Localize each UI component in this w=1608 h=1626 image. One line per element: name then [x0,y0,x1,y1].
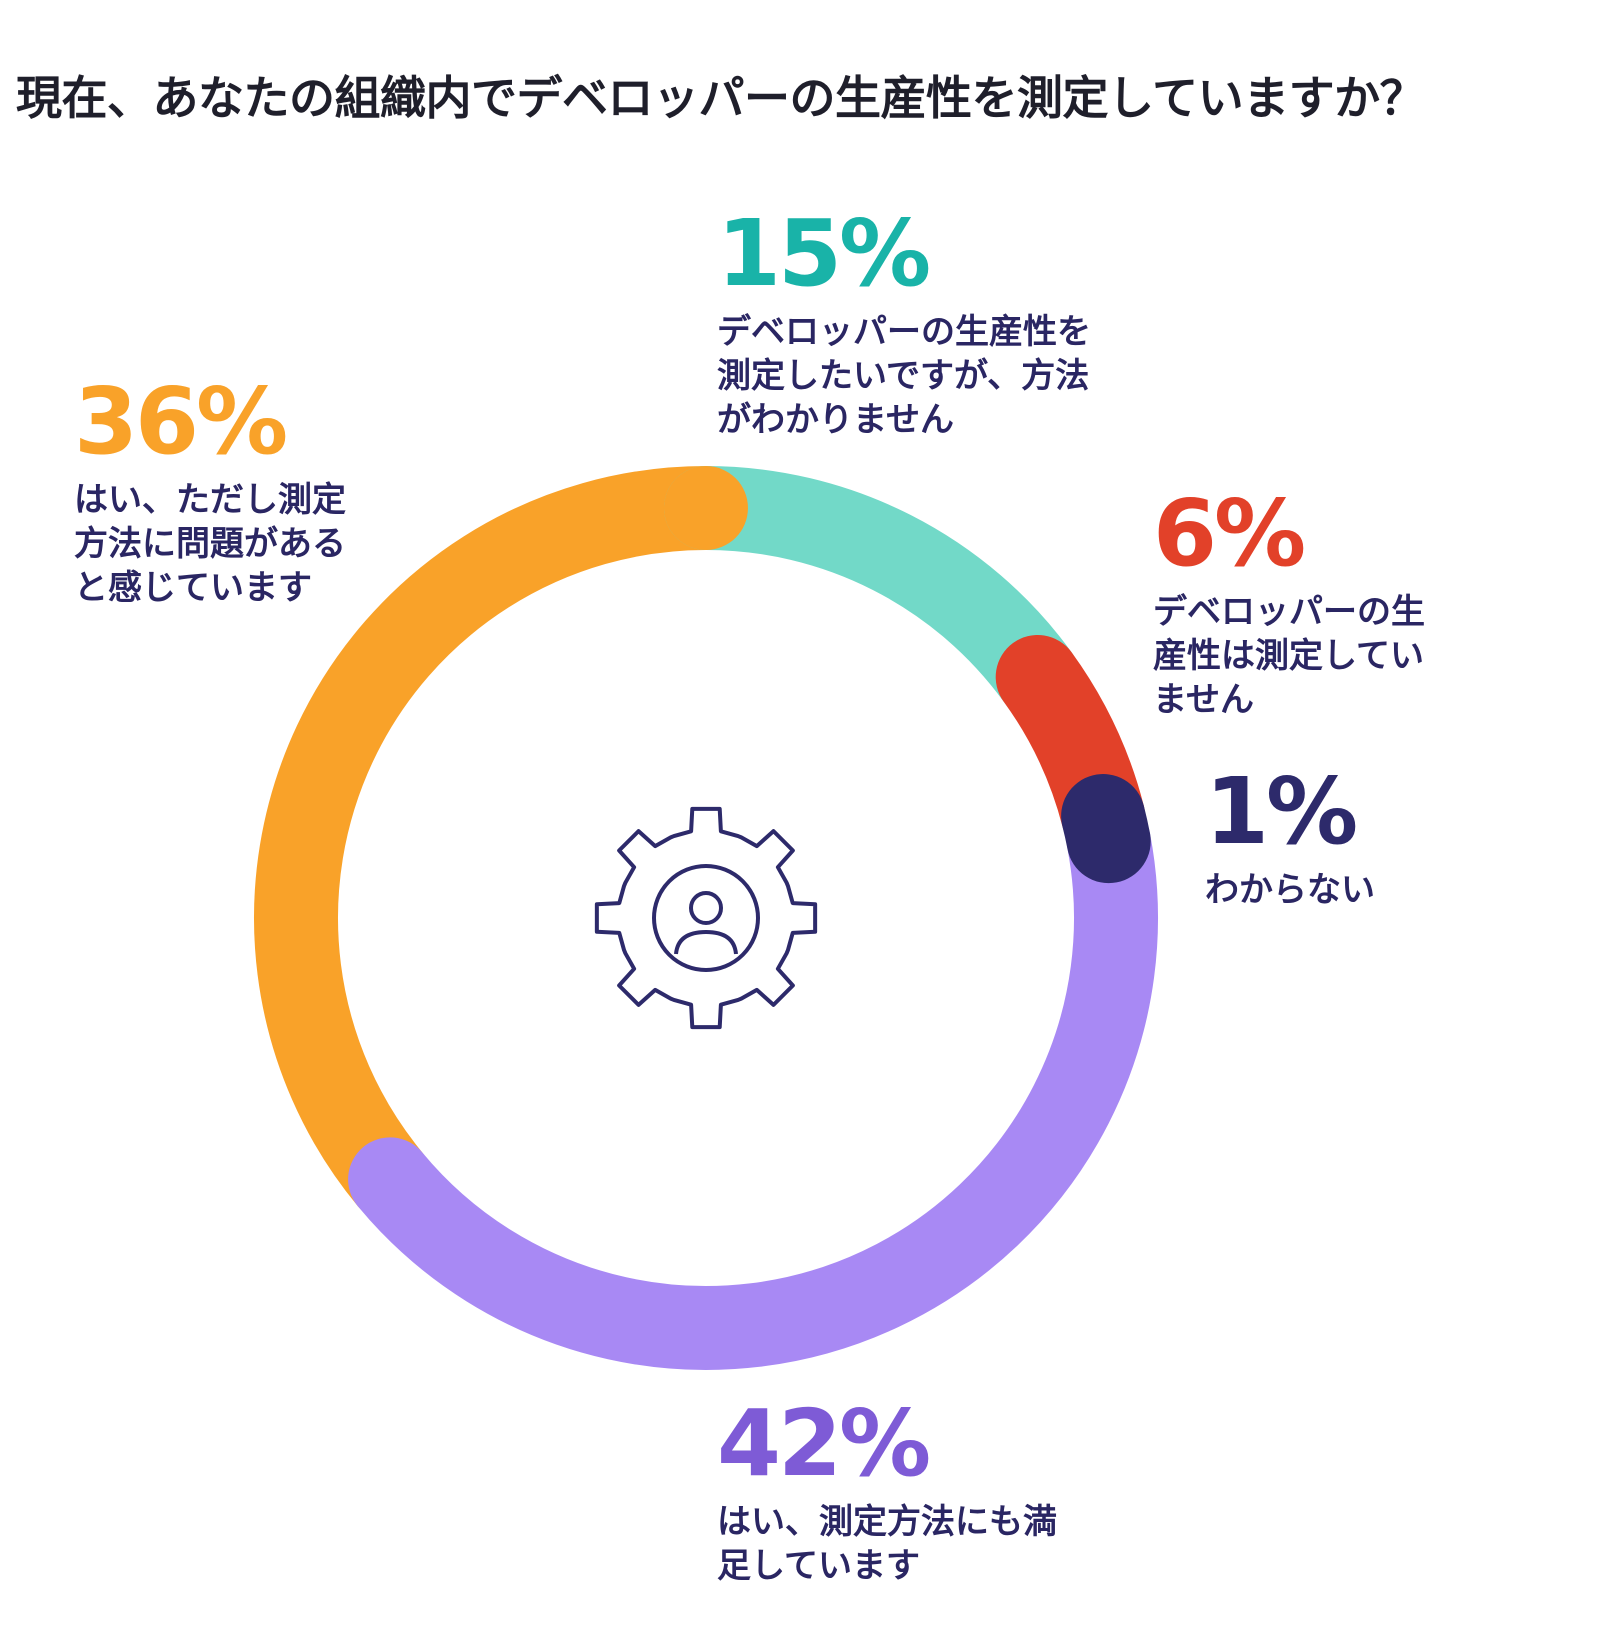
donut-slice [1061,774,1151,884]
label-36: 36% はい、ただし測定 方法に問題がある と感じています [74,376,394,610]
donut-arcs [254,466,1158,1370]
donut-slice [348,799,1158,1370]
percent-label: 15% [717,200,931,307]
label-1: 1% わからない [1205,766,1445,912]
percent-label: 1% [1205,758,1358,865]
label-6: 6% デベロッパーの生 産性は測定してい ません [1153,488,1473,722]
label-15: 15% デベロッパーの生産性を 測定したいですが、方法 がわかりません [717,208,1157,442]
donut-slice [664,466,1080,720]
slice-label: はい、測定方法にも満 足しています [717,1502,1057,1586]
label-42: 42% はい、測定方法にも満 足しています [717,1398,1137,1588]
percent-label: 6% [1153,480,1306,587]
slice-label: はい、ただし測定 方法に問題がある と感じています [74,480,346,608]
slice-label: わからない [1205,870,1375,910]
percent-label: 42% [717,1390,931,1497]
slice-label: デベロッパーの生 産性は測定してい ません [1153,592,1425,720]
percent-label: 36% [74,368,288,475]
slice-label: デベロッパーの生産性を 測定したいですが、方法 がわかりません [717,312,1091,440]
slice-cap [663,466,748,550]
gear-person-icon [594,806,818,1030]
chart-title: 現在、あなたの組織内でデベロッパーの生産性を測定していますか？ [16,71,1426,125]
donut-slice [254,466,748,1222]
